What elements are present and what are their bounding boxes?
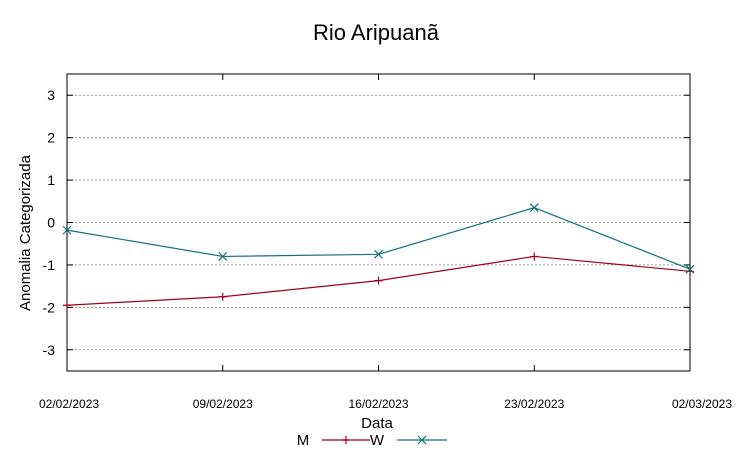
data-point-m (374, 276, 383, 285)
data-point-w (529, 203, 539, 213)
y-axis-label: Anomalia Categorizada (17, 154, 34, 311)
data-point-m (530, 252, 539, 261)
y-tick-label: 1 (47, 172, 55, 188)
x-tick-label: 02/02/2023 (39, 397, 99, 411)
grid-lines (67, 94, 690, 351)
x-tick-label: 02/03/2023 (672, 397, 732, 411)
x-tick-label: 09/02/2023 (193, 397, 253, 411)
y-tick-label: 3 (47, 87, 55, 103)
data-point-w (218, 252, 228, 261)
x-tick-label: 16/02/2023 (348, 397, 408, 411)
y-tick-label: -1 (43, 257, 56, 273)
y-tick-label: 0 (47, 215, 55, 231)
chart-title: Rio Aripuanã (313, 20, 440, 45)
data-point-m (218, 292, 227, 301)
data-point-w (374, 249, 383, 259)
series-line-w (66, 207, 691, 270)
x-axis-label: Data (361, 415, 393, 432)
data-point-w (685, 264, 695, 274)
y-tick-label: 2 (47, 130, 55, 146)
y-tick-label: -3 (43, 342, 56, 358)
legend-label-m: M (297, 432, 310, 449)
x-tick-label: 23/02/2023 (504, 397, 564, 411)
legend-marker-m (342, 436, 350, 444)
data-point-w (62, 225, 72, 235)
legend-label-w: W (370, 432, 385, 449)
x-axis-ticks: 02/02/2023 09/02/2023 16/02/2023 23/02/2023… (39, 74, 732, 411)
legend-marker-w (417, 435, 427, 445)
y-tick-label: -2 (43, 299, 56, 315)
series-group (62, 203, 695, 310)
y-axis-ticks: -3 -2 -1 0 1 2 3 (43, 87, 690, 358)
data-point-m (63, 301, 71, 310)
